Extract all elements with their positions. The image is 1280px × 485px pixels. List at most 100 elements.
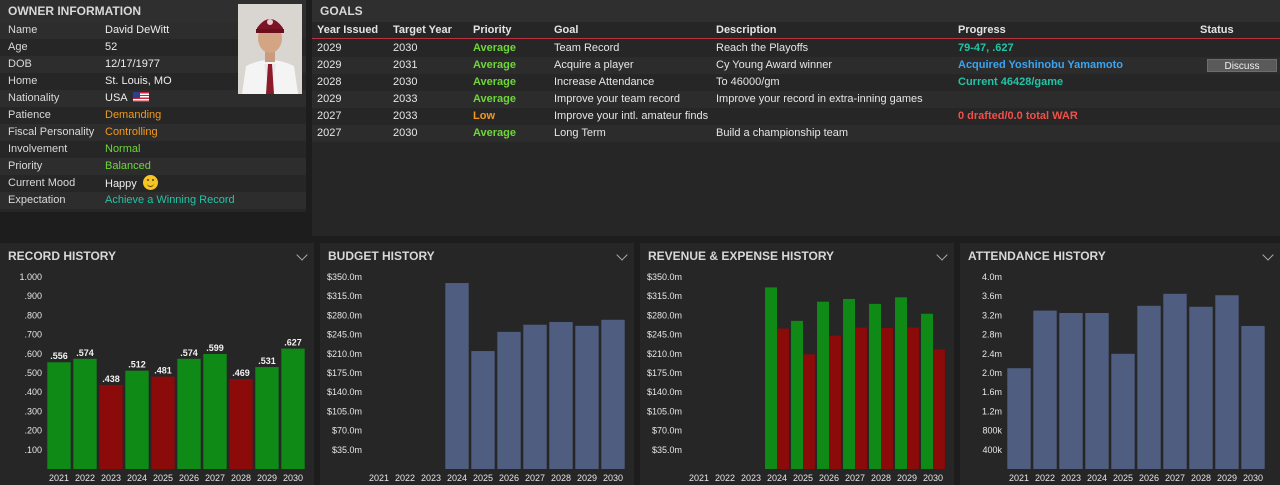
history-bar[interactable]: [1163, 293, 1187, 469]
header-priority[interactable]: Priority: [473, 24, 512, 36]
revenue-expense-history-chart: $35.0m $70.0m $105.0m $140.0m $175.0m $210.0m…: [647, 272, 945, 483]
happy-face-icon: [142, 175, 158, 190]
history-bar[interactable]: [1059, 313, 1083, 469]
history-bar[interactable]: [1111, 353, 1135, 469]
history-bar[interactable]: [601, 319, 625, 469]
x-tick-label: 2030: [923, 473, 943, 483]
owner-info-value-text: Normal: [105, 143, 141, 155]
history-bar[interactable]: [177, 358, 201, 469]
y-tick-label: 2.4m: [982, 349, 1002, 359]
goal-row[interactable]: 2029 2030 Average Team Record Reach the Play…: [312, 40, 1280, 57]
header-year-issued[interactable]: Year Issued: [317, 24, 379, 36]
revenue-bar[interactable]: [765, 287, 777, 469]
header-status[interactable]: Status: [1200, 24, 1234, 36]
owner-info-value: Controlling: [105, 124, 158, 141]
history-bar[interactable]: [281, 348, 305, 469]
expense-bar[interactable]: [907, 327, 919, 469]
history-bar[interactable]: [575, 325, 599, 469]
x-tick-label: 2024: [127, 473, 147, 483]
expense-bar[interactable]: [881, 328, 893, 469]
revenue-bar[interactable]: [817, 301, 829, 469]
revenue-bar[interactable]: [869, 303, 881, 469]
history-bar[interactable]: [471, 351, 495, 469]
y-tick-label: 1.000: [19, 272, 42, 282]
owner-info-row: Nationality USA: [0, 90, 306, 107]
owner-info-label: Fiscal Personality: [8, 126, 95, 138]
expense-bar[interactable]: [829, 335, 841, 469]
x-tick-label: 2025: [473, 473, 493, 483]
revenue-bar[interactable]: [895, 297, 907, 469]
goal-row[interactable]: 2027 2030 Average Long Term Build a champion…: [312, 125, 1280, 142]
x-tick-label: 2028: [231, 473, 251, 483]
expense-bar[interactable]: [933, 349, 945, 469]
revenue-bar[interactable]: [843, 298, 855, 469]
history-bar[interactable]: [47, 362, 71, 469]
history-bar[interactable]: [1007, 368, 1031, 469]
bar-data-label: .512: [128, 360, 146, 370]
history-bar[interactable]: [1033, 310, 1057, 469]
history-bar[interactable]: [1189, 306, 1213, 469]
goal-name: Acquire a player: [554, 59, 634, 71]
y-tick-label: .100: [24, 445, 42, 455]
goal-row[interactable]: 2027 2033 Low Improve your intl. amateur fi…: [312, 108, 1280, 125]
x-tick-label: 2024: [1087, 473, 1107, 483]
y-tick-label: $140.0m: [327, 387, 362, 397]
x-tick-label: 2026: [819, 473, 839, 483]
expense-bar[interactable]: [855, 327, 867, 469]
history-bar[interactable]: [255, 367, 279, 469]
revenue-expense-history-title: REVENUE & EXPENSE HISTORY: [640, 243, 954, 269]
history-bar[interactable]: [203, 353, 227, 469]
goal-priority: Average: [473, 59, 517, 71]
owner-info-value: Achieve a Winning Record: [105, 192, 235, 209]
y-tick-label: $315.0m: [327, 291, 362, 301]
y-tick-label: $105.0m: [327, 406, 362, 416]
revenue-bar[interactable]: [921, 313, 933, 469]
goal-row[interactable]: 2029 2033 Average Improve your team record I…: [312, 91, 1280, 108]
x-tick-label: 2021: [369, 473, 389, 483]
history-bar[interactable]: [1137, 305, 1161, 469]
header-goal[interactable]: Goal: [554, 24, 579, 36]
x-tick-label: 2025: [793, 473, 813, 483]
x-tick-label: 2022: [715, 473, 735, 483]
x-tick-label: 2026: [179, 473, 199, 483]
history-bar[interactable]: [1085, 313, 1109, 469]
goal-row[interactable]: 2029 2031 Average Acquire a player Cy Young …: [312, 57, 1280, 74]
bar-data-label: .627: [284, 338, 302, 348]
history-bar[interactable]: [549, 321, 573, 469]
x-tick-label: 2028: [871, 473, 891, 483]
expense-bar[interactable]: [777, 328, 789, 469]
goal-name: Improve your team record: [554, 93, 680, 105]
history-bar[interactable]: [497, 331, 521, 469]
x-tick-label: 2021: [1009, 473, 1029, 483]
x-tick-label: 2023: [421, 473, 441, 483]
history-bar[interactable]: [125, 370, 149, 469]
header-progress[interactable]: Progress: [958, 24, 1006, 36]
history-bar[interactable]: [229, 378, 253, 469]
history-bar[interactable]: [1215, 295, 1239, 469]
header-description[interactable]: Description: [716, 24, 777, 36]
x-tick-label: 2022: [75, 473, 95, 483]
owner-info-value-text: Balanced: [105, 160, 151, 172]
revenue-bar[interactable]: [791, 320, 803, 469]
history-bar[interactable]: [99, 384, 123, 469]
goal-target-year: 2031: [393, 59, 418, 71]
discuss-button[interactable]: Discuss: [1207, 59, 1277, 72]
expense-bar[interactable]: [803, 354, 815, 469]
owner-info-row: Fiscal Personality Controlling: [0, 124, 306, 141]
goal-year-issued: 2029: [317, 59, 342, 71]
header-target-year[interactable]: Target Year: [393, 24, 452, 36]
y-tick-label: 3.2m: [982, 310, 1002, 320]
owner-info-label: Patience: [8, 109, 51, 121]
owner-info-value: Normal: [105, 141, 140, 158]
y-tick-label: $245.0m: [327, 330, 362, 340]
history-bar[interactable]: [1241, 325, 1265, 469]
goal-row[interactable]: 2028 2030 Average Increase Attendance To 460…: [312, 74, 1280, 91]
history-bar[interactable]: [73, 358, 97, 469]
owner-info-label: Age: [8, 41, 28, 53]
history-bar[interactable]: [445, 283, 469, 469]
history-bar[interactable]: [523, 324, 547, 469]
y-tick-label: .500: [24, 368, 42, 378]
history-bar[interactable]: [151, 376, 175, 469]
goal-target-year: 2030: [393, 127, 418, 139]
x-tick-label: 2021: [689, 473, 709, 483]
